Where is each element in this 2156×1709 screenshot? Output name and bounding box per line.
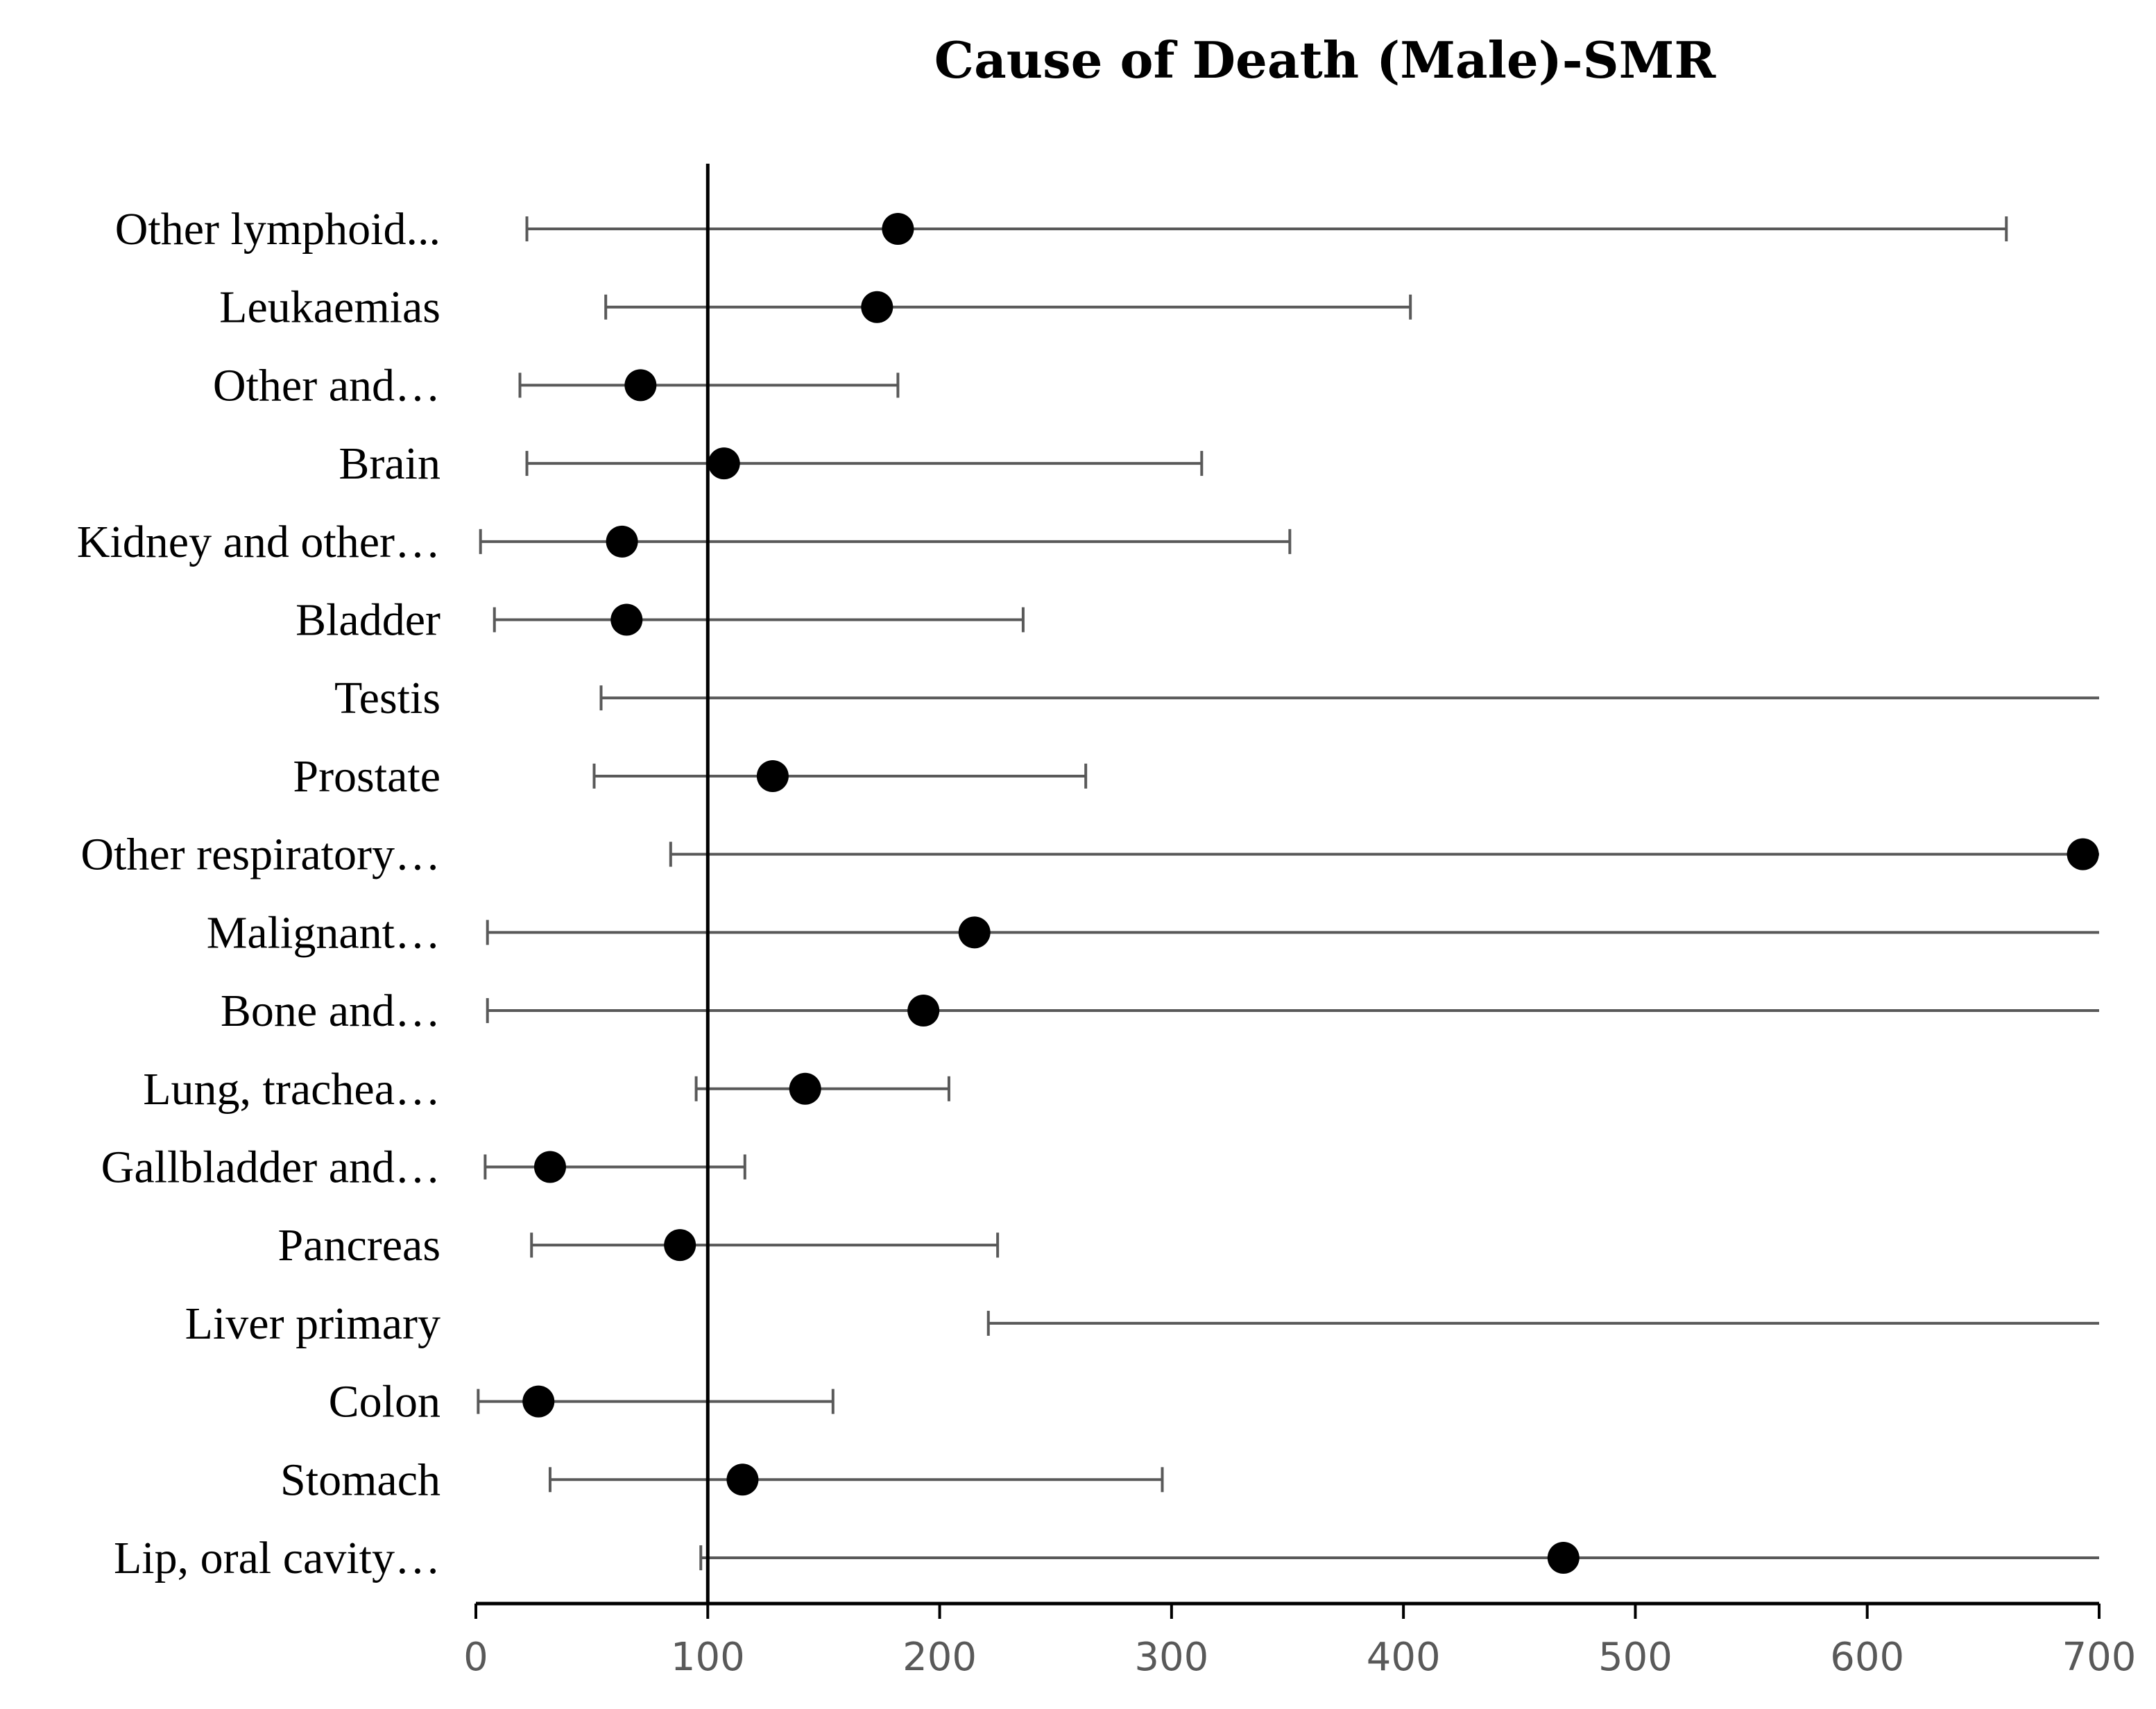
x-tick-label: 600 <box>1830 1635 1904 1680</box>
smr-point <box>907 995 940 1027</box>
x-tick-label: 700 <box>2062 1635 2137 1680</box>
x-tick-label: 200 <box>902 1635 977 1680</box>
category-label: Lip, oral cavity… <box>114 1533 440 1583</box>
smr-point <box>882 213 914 245</box>
category-label: Testis <box>334 673 440 723</box>
smr-point <box>708 447 740 480</box>
category-label: Prostate <box>293 751 440 802</box>
smr-point <box>1547 1542 1580 1574</box>
category-label: Liver primary <box>185 1298 440 1349</box>
x-tick-label: 0 <box>463 1635 488 1680</box>
smr-point <box>861 291 893 323</box>
category-label: Pancreas <box>277 1220 440 1271</box>
smr-point <box>2067 838 2099 870</box>
category-label: Lung, trachea… <box>143 1064 440 1115</box>
category-label: Other and… <box>213 360 440 411</box>
x-tick-label: 100 <box>671 1635 745 1680</box>
category-label: Colon <box>329 1377 440 1427</box>
smr-point <box>664 1229 696 1262</box>
category-label: Gallbladder and… <box>101 1142 440 1192</box>
smr-point <box>522 1385 555 1418</box>
category-label: Malignant… <box>207 907 440 958</box>
smr-point <box>958 916 991 949</box>
smr-point <box>610 603 643 636</box>
chart-title: Cause of Death (Male)-SMR <box>934 31 1717 89</box>
category-label: Leukaemias <box>219 282 440 333</box>
smr-point <box>533 1151 566 1183</box>
category-label: Bone and… <box>221 986 440 1036</box>
smr-point <box>789 1072 821 1105</box>
category-label: Other lymphoid... <box>115 204 440 255</box>
category-label: Bladder <box>296 595 440 646</box>
category-label: Other respiratory… <box>80 830 440 880</box>
smr-point <box>756 759 789 792</box>
x-tick-label: 400 <box>1367 1635 1441 1680</box>
category-label: Kidney and other… <box>77 517 440 567</box>
x-tick-label: 500 <box>1598 1635 1672 1680</box>
plot-area: Other lymphoid... Leukaemias Other and… Bra… <box>77 164 2137 1680</box>
smr-point <box>624 369 657 402</box>
category-label: Stomach <box>280 1454 440 1505</box>
x-tick-label: 300 <box>1134 1635 1208 1680</box>
smr-point <box>726 1463 759 1496</box>
category-label: Brain <box>339 438 440 489</box>
smr-point <box>606 525 638 558</box>
